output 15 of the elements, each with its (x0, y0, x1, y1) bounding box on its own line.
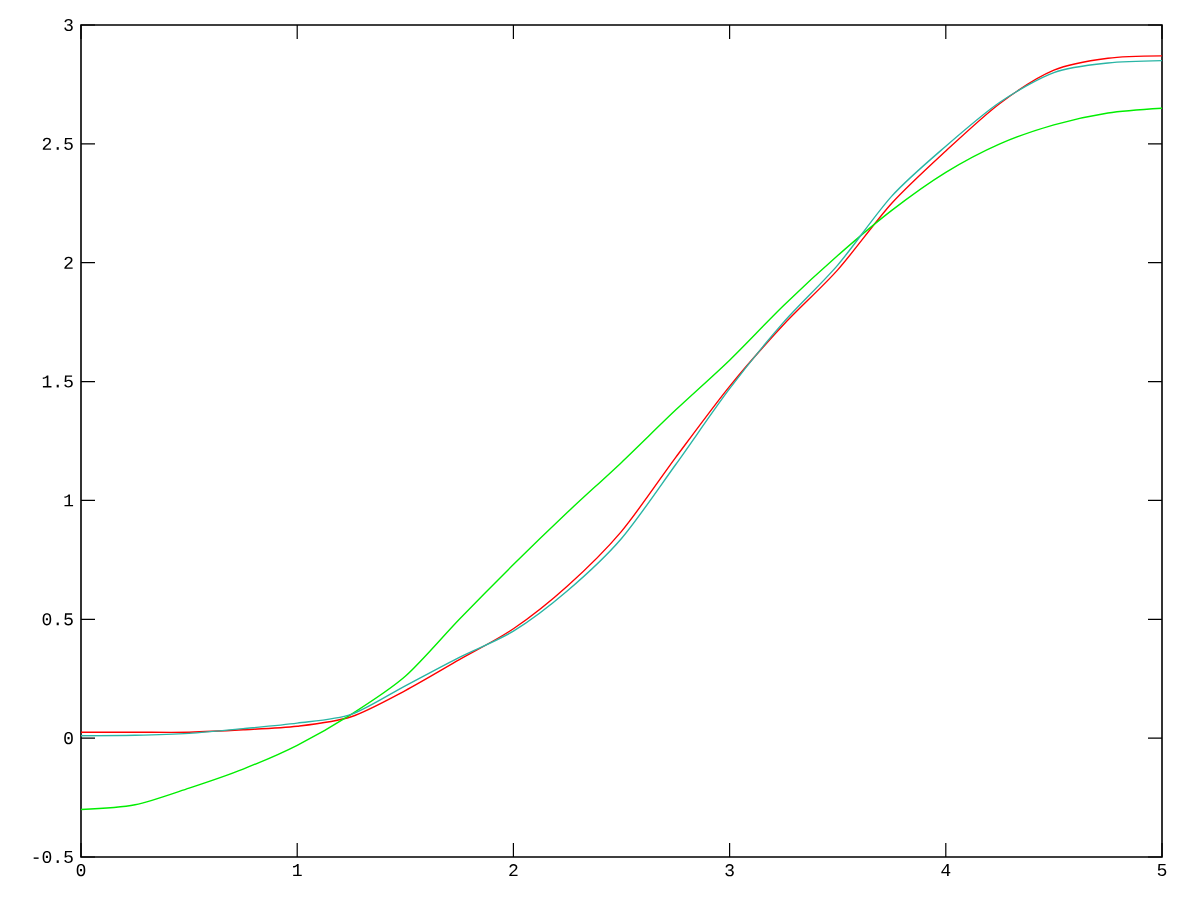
y-tick-label: -0.5 (33, 850, 73, 864)
y-tick-label: 1.5 (42, 375, 73, 388)
y-tick-label: 2.5 (42, 137, 73, 150)
line-series (81, 107, 1162, 811)
x-tick-label: 2 (509, 864, 518, 877)
x-tick-label: 4 (941, 864, 951, 876)
y-tick-label: 1 (64, 494, 74, 507)
y-tick-label: 0.5 (42, 613, 73, 626)
x-tick-label: 5 (1157, 864, 1167, 877)
y-tick-label: 3 (64, 18, 73, 32)
x-tick-label: 3 (725, 864, 734, 877)
y-tick-label: 2 (64, 256, 73, 269)
y-tick-label: 0 (64, 732, 73, 745)
x-tick-label: 0 (76, 864, 86, 877)
x-tick-label: 1 (293, 864, 302, 876)
